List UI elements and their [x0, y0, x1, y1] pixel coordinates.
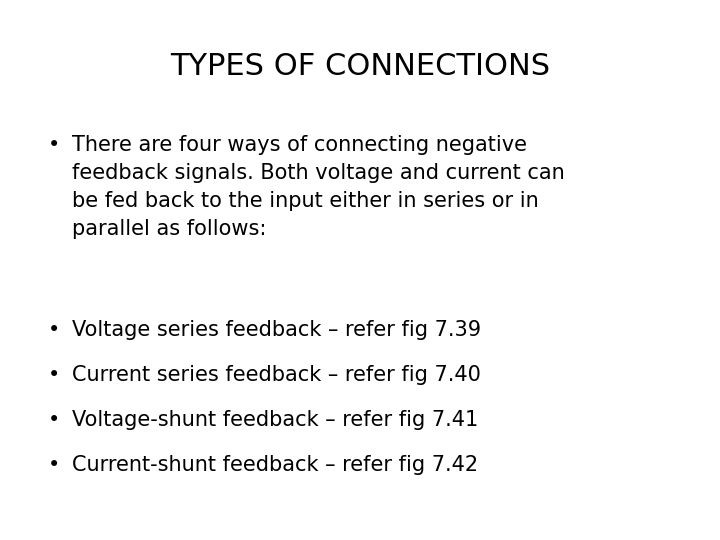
Text: •: •: [48, 320, 60, 340]
Text: There are four ways of connecting negative: There are four ways of connecting negati…: [72, 135, 527, 155]
Text: •: •: [48, 135, 60, 155]
Text: •: •: [48, 365, 60, 385]
Text: TYPES OF CONNECTIONS: TYPES OF CONNECTIONS: [170, 52, 550, 81]
Text: parallel as follows:: parallel as follows:: [72, 219, 266, 239]
Text: •: •: [48, 455, 60, 475]
Text: Current series feedback – refer fig 7.40: Current series feedback – refer fig 7.40: [72, 365, 481, 385]
Text: be fed back to the input either in series or in: be fed back to the input either in serie…: [72, 191, 539, 211]
Text: Current-shunt feedback – refer fig 7.42: Current-shunt feedback – refer fig 7.42: [72, 455, 478, 475]
Text: Voltage series feedback – refer fig 7.39: Voltage series feedback – refer fig 7.39: [72, 320, 481, 340]
Text: Voltage-shunt feedback – refer fig 7.41: Voltage-shunt feedback – refer fig 7.41: [72, 410, 478, 430]
Text: feedback signals. Both voltage and current can: feedback signals. Both voltage and curre…: [72, 163, 564, 183]
Text: •: •: [48, 410, 60, 430]
